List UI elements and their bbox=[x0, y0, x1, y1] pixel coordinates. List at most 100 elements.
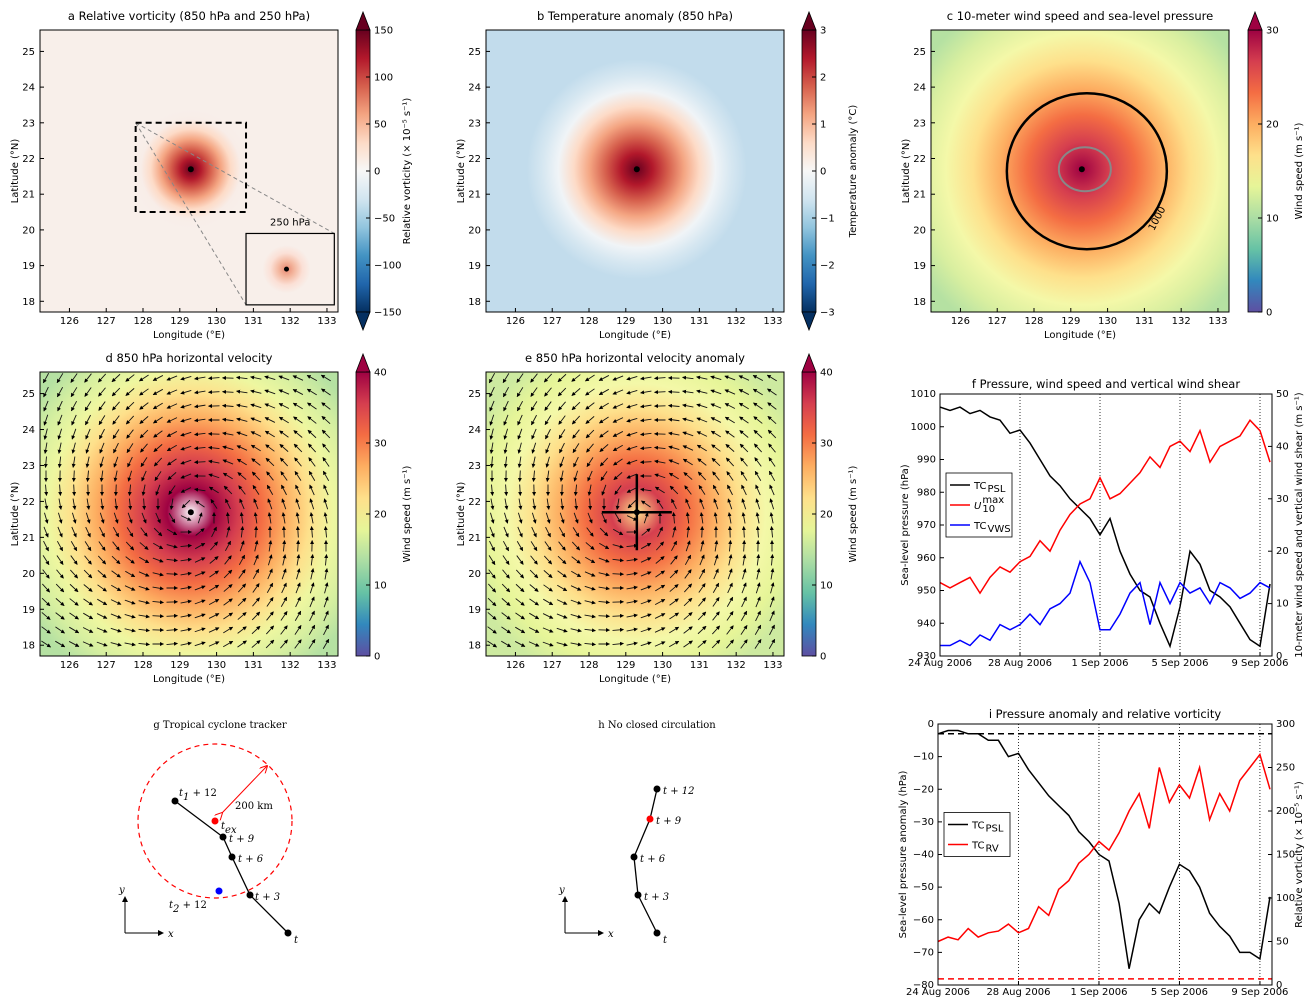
y-tick-label: 18 bbox=[22, 641, 35, 652]
wind-vector bbox=[266, 611, 274, 621]
wind-vector bbox=[194, 613, 206, 619]
wind-vector bbox=[640, 599, 652, 605]
wind-vector bbox=[612, 389, 624, 395]
wind-vector bbox=[755, 512, 760, 524]
node-label-suffix: + 12 bbox=[189, 788, 216, 799]
wind-vector bbox=[700, 526, 705, 538]
wind-vector bbox=[671, 512, 676, 524]
y-axis-label: Latitude (°N) bbox=[456, 482, 467, 547]
map-title: d 850 hPa horizontal velocity bbox=[106, 351, 273, 365]
wind-vector bbox=[323, 512, 328, 524]
wind-vector bbox=[654, 627, 666, 633]
y-tick-label: 950 bbox=[917, 586, 936, 597]
wind-vector bbox=[504, 498, 509, 510]
x-tick-label: 1 Sep 2006 bbox=[1071, 658, 1128, 669]
wind-vector bbox=[669, 584, 679, 592]
wind-vector bbox=[515, 598, 525, 606]
colorbar-tick-label: 150 bbox=[374, 26, 393, 37]
wind-vector bbox=[755, 582, 761, 594]
wind-vector bbox=[768, 457, 776, 467]
y-tick-label: 970 bbox=[917, 520, 936, 531]
wind-vector bbox=[753, 429, 763, 439]
wind-vector bbox=[756, 568, 761, 580]
wind-vector bbox=[504, 484, 509, 496]
wind-vector bbox=[655, 584, 666, 592]
wind-vector bbox=[488, 583, 496, 593]
wind-vector bbox=[531, 512, 537, 524]
node-label: t + 6 bbox=[238, 854, 264, 865]
colorbar-tick-label: 1 bbox=[820, 120, 826, 131]
wind-vector bbox=[626, 376, 638, 381]
wind-vector bbox=[296, 540, 301, 552]
wind-vector bbox=[139, 416, 149, 424]
wind-vector bbox=[180, 403, 192, 409]
colorbar-tick-label: −2 bbox=[820, 261, 835, 272]
node-label: t + 9 bbox=[656, 816, 682, 827]
wind-vector bbox=[502, 569, 510, 579]
wind-vector bbox=[223, 569, 233, 579]
wind-vector bbox=[770, 554, 775, 566]
wind-vector bbox=[180, 515, 192, 521]
wind-vector bbox=[724, 389, 736, 395]
track-point bbox=[171, 797, 179, 805]
wind-vector bbox=[43, 526, 49, 538]
wind-vector bbox=[640, 557, 652, 563]
y-tick-label: 0 bbox=[928, 719, 934, 730]
wind-vector bbox=[43, 414, 49, 426]
y-tick-label: 22 bbox=[913, 154, 926, 165]
wind-vector bbox=[139, 388, 149, 396]
wind-vector bbox=[503, 442, 508, 454]
wind-vector bbox=[640, 627, 652, 633]
colorbar-tick-label: 30 bbox=[1266, 26, 1279, 37]
y-tick-label: 1000 bbox=[911, 422, 936, 433]
wind-vector bbox=[767, 429, 777, 439]
y-tick-label: 19 bbox=[468, 605, 481, 616]
colorbar-tick-label: 30 bbox=[820, 439, 833, 450]
wind-vector bbox=[152, 600, 164, 605]
wind-vector bbox=[43, 540, 49, 552]
wind-vector bbox=[141, 512, 147, 524]
wind-vector bbox=[669, 598, 679, 606]
wind-vector bbox=[84, 555, 92, 565]
wind-vector bbox=[208, 390, 220, 395]
wind-vector bbox=[710, 430, 721, 438]
wind-vector bbox=[640, 432, 652, 437]
y-tick-label: 18 bbox=[913, 297, 926, 308]
wind-vector bbox=[98, 387, 106, 397]
wind-vector bbox=[699, 554, 705, 566]
wind-vector bbox=[323, 610, 329, 622]
wind-vector bbox=[570, 585, 582, 591]
wind-vector bbox=[501, 626, 511, 634]
wind-vector bbox=[740, 639, 748, 649]
wind-vector bbox=[728, 540, 733, 552]
y-tick-label: 1010 bbox=[911, 389, 936, 400]
x-tick-label: 5 Sep 2006 bbox=[1151, 987, 1208, 998]
radius-label: 200 km bbox=[235, 801, 273, 812]
wind-vector bbox=[70, 373, 78, 383]
zoom-connector bbox=[135, 122, 335, 234]
wind-vector bbox=[155, 484, 161, 496]
wind-vector bbox=[112, 526, 120, 538]
colorbar-tick-label: 30 bbox=[374, 439, 387, 450]
wind-vector bbox=[138, 374, 149, 382]
wind-vector bbox=[501, 598, 511, 606]
x-tick-label: 28 Aug 2006 bbox=[986, 987, 1050, 998]
y-tick-label: 23 bbox=[468, 461, 481, 472]
wind-vector bbox=[697, 458, 707, 466]
wind-vector bbox=[654, 390, 666, 395]
wind-vector bbox=[640, 446, 652, 451]
wind-vector bbox=[222, 472, 233, 480]
radius-arrow bbox=[222, 766, 267, 813]
x-tick-label: 126 bbox=[951, 316, 970, 327]
wind-vector bbox=[181, 499, 191, 509]
wind-vector bbox=[126, 443, 134, 454]
wind-vector bbox=[281, 582, 287, 594]
wind-vector bbox=[127, 470, 133, 482]
wind-vector bbox=[614, 513, 622, 524]
wind-vector bbox=[489, 540, 495, 552]
wind-vector bbox=[612, 528, 624, 536]
wind-vector bbox=[71, 456, 76, 468]
wind-vector bbox=[571, 570, 582, 578]
wind-vector bbox=[626, 515, 638, 521]
wind-vector bbox=[293, 430, 303, 438]
